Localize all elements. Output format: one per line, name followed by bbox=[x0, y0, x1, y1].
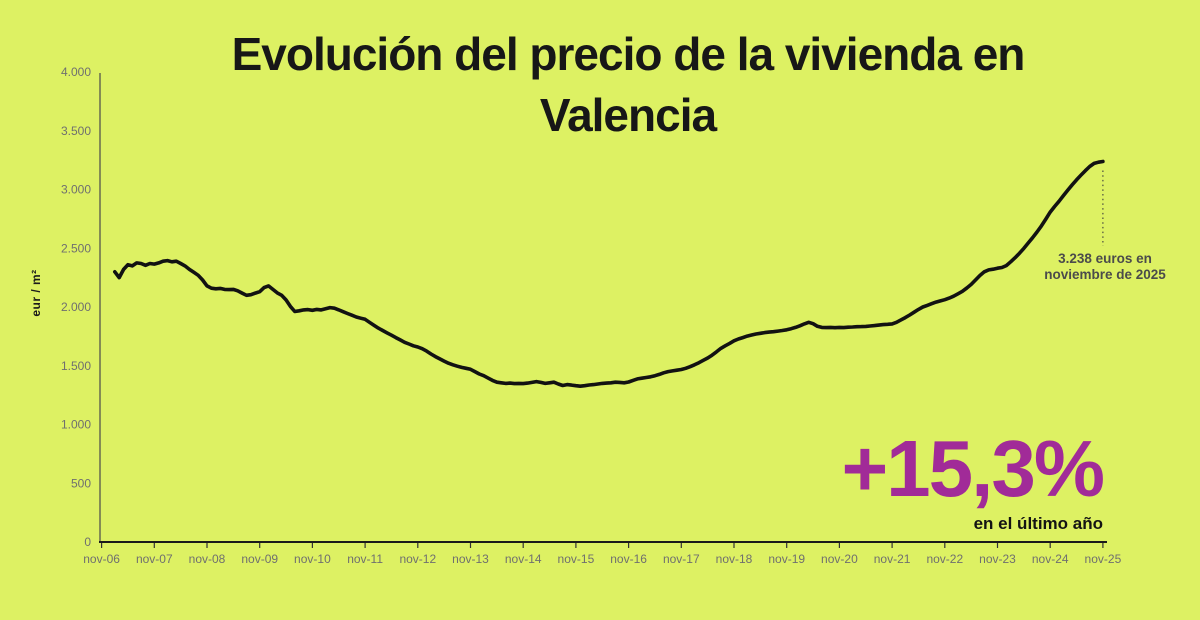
chart-title: Evolución del precio de la vivienda en V… bbox=[28, 24, 1200, 146]
y-tick-label: 3.500 bbox=[61, 124, 91, 138]
y-tick-label: 1.000 bbox=[61, 418, 91, 432]
x-tick-label: nov-10 bbox=[294, 552, 331, 566]
x-tick-label: nov-20 bbox=[821, 552, 858, 566]
x-tick-label: nov-25 bbox=[1085, 552, 1122, 566]
x-tick-label: nov-21 bbox=[874, 552, 911, 566]
x-tick-label: nov-11 bbox=[347, 552, 383, 566]
x-tick-label: nov-19 bbox=[768, 552, 805, 566]
y-tick-label: 2.000 bbox=[61, 300, 91, 314]
y-tick-label: 4.000 bbox=[61, 65, 91, 79]
peak-annotation: 3.238 euros en noviembre de 2025 bbox=[1023, 251, 1187, 283]
price-line bbox=[113, 159, 1105, 389]
yearly-change-value: +15,3% bbox=[841, 424, 1105, 513]
x-tick-label: nov-13 bbox=[452, 552, 489, 566]
y-tick-label: 500 bbox=[71, 476, 91, 490]
x-tick-label: nov-12 bbox=[399, 552, 436, 566]
y-tick-label: 3.000 bbox=[61, 183, 91, 197]
x-tick-label: nov-17 bbox=[663, 552, 700, 566]
x-tick-label: nov-18 bbox=[716, 552, 753, 566]
x-tick-label: nov-06 bbox=[83, 552, 120, 566]
x-tick-label: nov-15 bbox=[558, 552, 595, 566]
x-tick-label: nov-08 bbox=[189, 552, 226, 566]
chart-title-line-1: Evolución del precio de la vivienda en bbox=[231, 28, 1026, 80]
x-tick-label: nov-24 bbox=[1032, 552, 1069, 566]
y-tick-label: 2.500 bbox=[61, 241, 91, 255]
x-tick-label: nov-23 bbox=[979, 552, 1016, 566]
yearly-change-caption: en el último año bbox=[973, 514, 1103, 533]
x-tick-label: nov-22 bbox=[926, 552, 963, 566]
y-tick-label: 1.500 bbox=[61, 359, 91, 373]
y-tick-label: 0 bbox=[84, 535, 91, 549]
peak-annotation-line-2: noviembre de 2025 bbox=[1044, 267, 1166, 282]
peak-annotation-line-1: 3.238 euros en bbox=[1058, 251, 1152, 266]
x-tick-label: nov-14 bbox=[505, 552, 542, 566]
x-tick-label: nov-09 bbox=[241, 552, 278, 566]
x-tick-label: nov-16 bbox=[610, 552, 647, 566]
x-tick-label: nov-07 bbox=[136, 552, 173, 566]
chart-title-line-2: Valencia bbox=[539, 89, 717, 141]
